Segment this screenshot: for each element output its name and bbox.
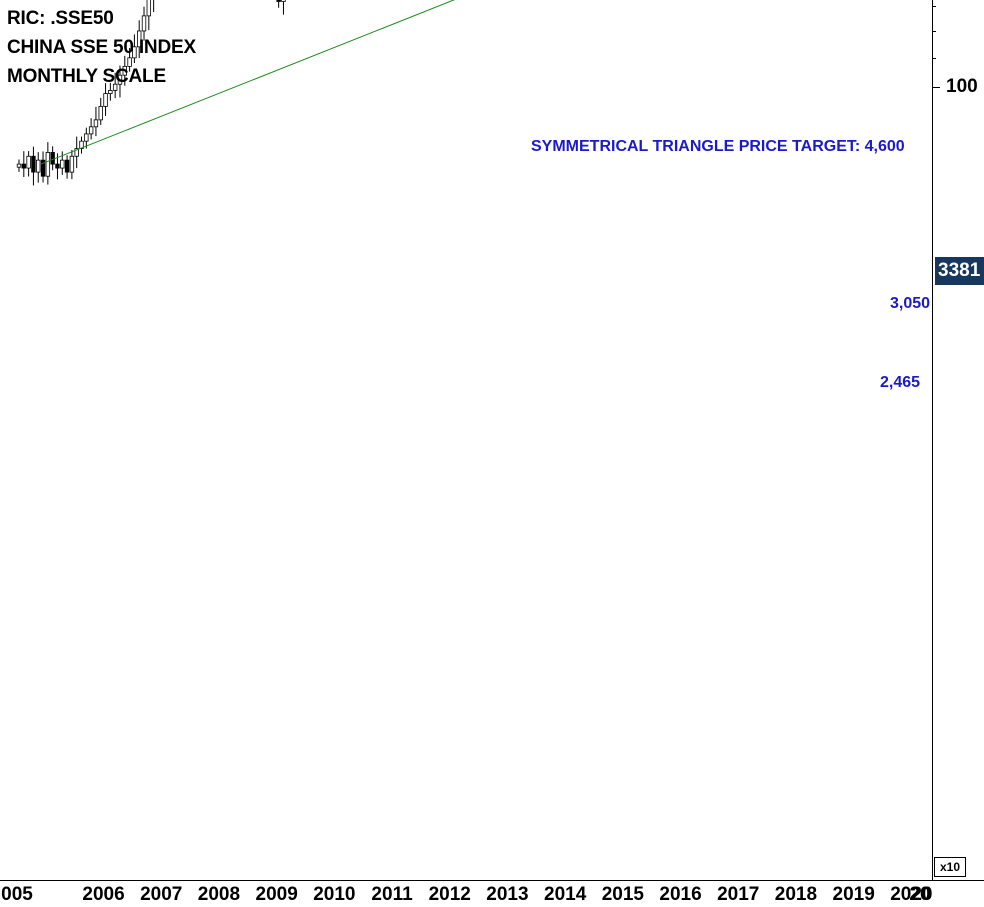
x-tick-label: 2007 bbox=[140, 884, 183, 905]
y-minor-tick bbox=[932, 30, 936, 32]
lower-level-annotation: 2,465 bbox=[880, 374, 921, 391]
candle-up bbox=[141, 15, 147, 32]
candle-up bbox=[132, 46, 137, 59]
x-axis-line bbox=[0, 880, 984, 881]
candle-up bbox=[122, 65, 127, 76]
candle-down bbox=[55, 163, 60, 169]
candle-up bbox=[26, 155, 31, 169]
x-tick-label: 2009 bbox=[255, 884, 298, 905]
y-minor-tick bbox=[932, 6, 936, 8]
long-term-support-trendline bbox=[40, 0, 456, 165]
candle-up bbox=[45, 152, 51, 177]
candle-down bbox=[31, 155, 36, 173]
x-tick-label: 2019 bbox=[832, 884, 875, 905]
x-tick-label: 2017 bbox=[717, 884, 760, 905]
x-tick-label: 2006 bbox=[82, 884, 125, 905]
candle-up bbox=[88, 126, 94, 135]
candle-up bbox=[127, 57, 132, 67]
candle-up bbox=[117, 74, 123, 85]
candle-up bbox=[60, 159, 65, 169]
y-axis-line bbox=[932, 0, 933, 880]
candle-up bbox=[281, 0, 286, 2]
y-tick-mark bbox=[932, 87, 940, 89]
chart-ric-label: RIC: .SSE50 bbox=[7, 8, 114, 29]
candle-up bbox=[103, 93, 108, 107]
candle-up bbox=[112, 83, 118, 91]
candle-down bbox=[40, 159, 46, 177]
chart-scale-label: MONTHLY SCALE bbox=[7, 66, 166, 87]
candle-down bbox=[21, 163, 27, 169]
candle-up bbox=[93, 119, 99, 128]
candle-up bbox=[36, 159, 41, 173]
candle-down bbox=[64, 159, 70, 173]
candle-up bbox=[84, 133, 89, 142]
x-tick-label: 2018 bbox=[774, 884, 818, 905]
x-tick-label: 2012 bbox=[428, 884, 471, 905]
scale-multiplier-badge: x10 bbox=[934, 857, 966, 877]
price-target-annotation: SYMMETRICAL TRIANGLE PRICE TARGET: 4,600 bbox=[531, 138, 905, 155]
x-tick-label: 005 bbox=[1, 884, 33, 905]
chart-title: CHINA SSE 50 INDEX bbox=[7, 37, 196, 58]
x-tick-label: 2013 bbox=[486, 884, 529, 905]
candle-down bbox=[276, 0, 281, 2]
y-tick-label: 100 bbox=[946, 76, 978, 98]
x-tick-label: 20 bbox=[909, 884, 931, 905]
upper-level-annotation: 3,050 bbox=[890, 295, 931, 312]
candle-up bbox=[146, 0, 152, 17]
candle-down bbox=[50, 152, 55, 165]
candle-up bbox=[69, 155, 75, 173]
candle-up bbox=[16, 163, 22, 168]
candle-up bbox=[98, 106, 103, 121]
candle-up bbox=[137, 30, 142, 48]
candle-up bbox=[79, 140, 84, 150]
last-price-badge: 3381 bbox=[935, 257, 984, 285]
x-tick-label: 2016 bbox=[659, 884, 702, 905]
x-tick-label: 2008 bbox=[197, 884, 241, 905]
candle-up bbox=[74, 148, 79, 157]
x-tick-label: 2020 bbox=[890, 884, 933, 905]
x-tick-label: 2015 bbox=[601, 884, 644, 905]
x-tick-label: 2011 bbox=[371, 884, 413, 905]
y-minor-tick bbox=[932, 57, 936, 59]
x-tick-label: 2014 bbox=[544, 884, 587, 905]
x-tick-label: 2010 bbox=[313, 884, 356, 905]
candle-up bbox=[108, 90, 113, 94]
